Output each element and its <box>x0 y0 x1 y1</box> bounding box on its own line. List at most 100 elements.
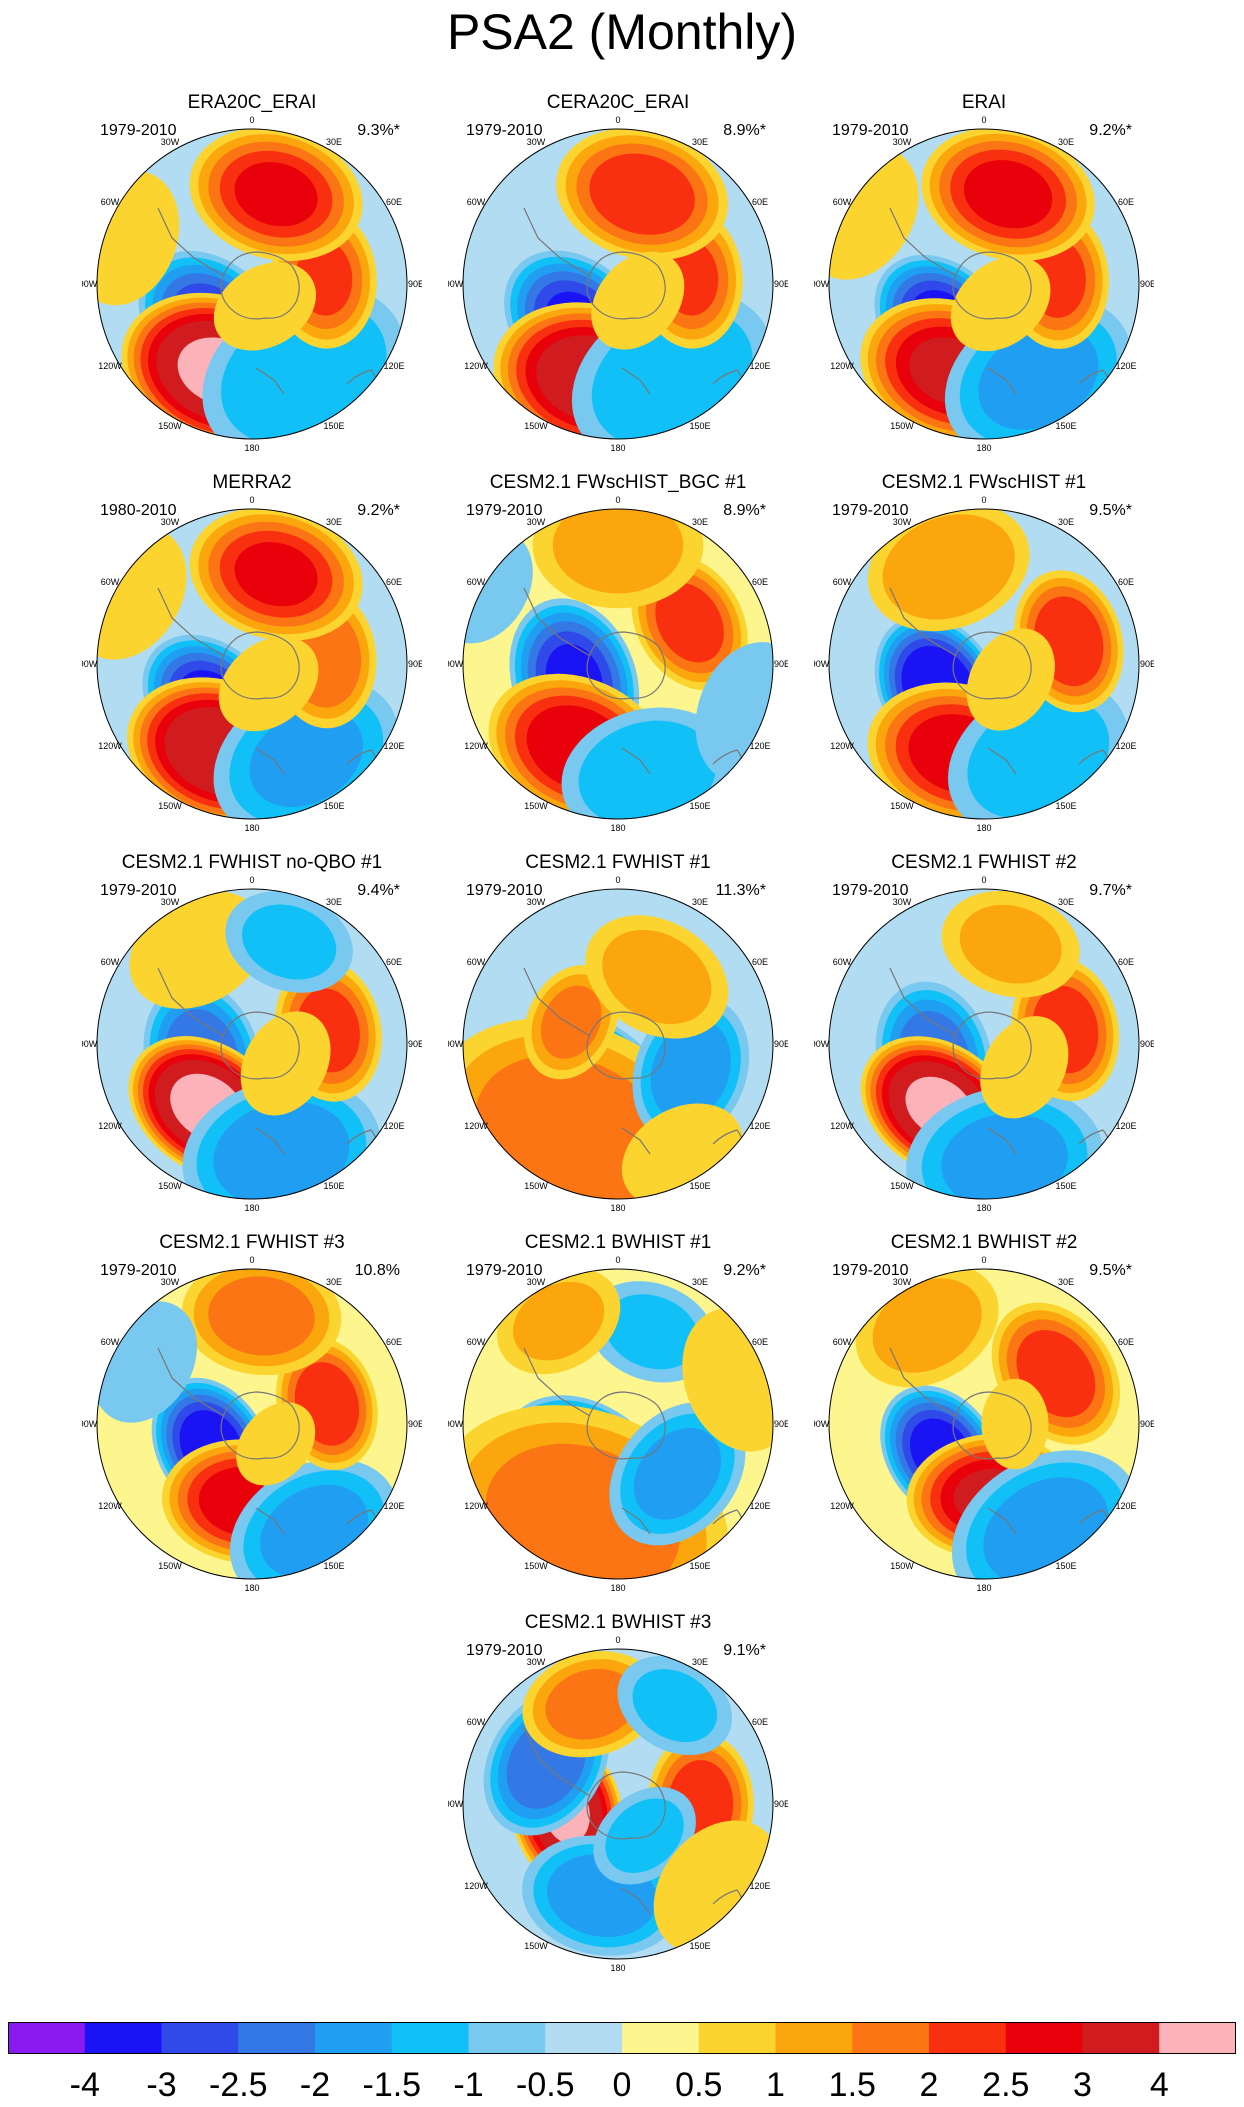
contour-fill <box>241 904 337 980</box>
longitude-label: 150W <box>158 1561 182 1571</box>
longitude-label: 120E <box>383 741 404 751</box>
anomaly-centre <box>189 509 363 641</box>
colorbar-tick-label: -4 <box>70 2066 100 2104</box>
longitude-label: 120E <box>749 361 770 371</box>
anomaly-centre <box>867 509 1030 632</box>
panel-variance: 9.1%* <box>723 1642 766 1659</box>
longitude-label: 0 <box>615 875 620 885</box>
longitude-label: 0 <box>615 1635 620 1645</box>
antarctica-coastline <box>586 1771 666 1840</box>
longitude-label: 60W <box>101 197 120 207</box>
longitude-label: 30W <box>161 897 180 907</box>
longitude-label: 120W <box>830 741 854 751</box>
longitude-label: 120W <box>830 1121 854 1131</box>
colorbar-tick-label: 2 <box>920 2066 939 2104</box>
contour-fill <box>236 1402 316 1486</box>
longitude-label: 30E <box>1058 517 1074 527</box>
longitude-label: 180 <box>976 1203 991 1212</box>
longitude-label: 0 <box>981 495 986 505</box>
panel-variance: 8.9%* <box>723 122 766 139</box>
longitude-label: 0 <box>249 495 254 505</box>
panel: ERA20C_ERAI 1979-2010 9.3%* 0 30E 60E 90E 120E 1… <box>82 92 422 452</box>
panel: MERRA2 1980-2010 9.2%* 0 30E 60E 90E 120E 150E 18… <box>82 472 422 832</box>
panel-variance: 8.9%* <box>723 502 766 519</box>
longitude-label: 30E <box>1058 897 1074 907</box>
longitude-label: 150E <box>323 421 344 431</box>
antarctica-coastline <box>586 251 666 320</box>
contour-fill <box>249 709 364 807</box>
longitude-label: 90E <box>408 279 422 289</box>
longitude-label: 60E <box>1118 957 1134 967</box>
longitude-label: 180 <box>244 1583 259 1592</box>
longitude-label: 30W <box>893 1277 912 1287</box>
colorbar-swatch <box>315 2022 393 2054</box>
colorbar-tick-label: 1 <box>766 2066 785 2104</box>
longitude-label: 30W <box>527 1657 546 1667</box>
anomaly-centre <box>617 1656 733 1756</box>
longitude-label: 30E <box>1058 137 1074 147</box>
anomaly-centre <box>181 1269 342 1376</box>
longitude-label: 90W <box>448 1039 464 1049</box>
longitude-label: 120E <box>383 1121 404 1131</box>
map-outline <box>96 888 408 1200</box>
new-zealand-coastline <box>621 1507 651 1535</box>
longitude-label: 180 <box>610 1203 625 1212</box>
contour-fill <box>655 582 724 663</box>
polar-map: 0 30E 60E 90E 120E 150E 180 150W 120W 90W 60W 30W <box>448 495 788 832</box>
longitude-label: 30W <box>893 517 912 527</box>
panel-variance: 9.7%* <box>1089 882 1132 899</box>
contour-fill <box>950 256 1051 352</box>
new-zealand-coastline <box>987 1127 1017 1155</box>
south-america-coastline <box>889 1347 957 1417</box>
panel-title: ERAI <box>961 92 1007 113</box>
contour-fill <box>213 1101 350 1199</box>
colorbar-swatch <box>1082 2022 1160 2054</box>
longitude-label: 150W <box>524 1561 548 1571</box>
colorbar-tick-label: 2.5 <box>982 2066 1029 2104</box>
panel-period: 1979-2010 <box>832 122 909 139</box>
colorbar-swatch <box>852 2022 930 2054</box>
longitude-label: 60W <box>467 957 486 967</box>
panel-title: CERA20C_ERAI <box>546 92 690 113</box>
south-america-coastline <box>523 967 591 1037</box>
anomaly-centre <box>556 129 729 261</box>
longitude-label: 90E <box>774 1039 788 1049</box>
longitude-label: 180 <box>976 443 991 452</box>
longitude-label: 30E <box>692 897 708 907</box>
panel: CESM2.1 FWHIST #2 1979-2010 9.7%* 0 30E 60E 90… <box>814 852 1154 1212</box>
chart-title: PSA2 (Monthly) <box>446 4 798 60</box>
longitude-label: 0 <box>981 1255 986 1265</box>
panel-period: 1979-2010 <box>466 1262 543 1279</box>
colorbar-swatch <box>775 2022 853 2054</box>
south-america-coastline <box>889 207 957 277</box>
longitude-label: 0 <box>249 1255 254 1265</box>
new-zealand-coastline <box>621 367 651 395</box>
contour-fill <box>240 1011 331 1116</box>
panel-variance: 9.2%* <box>1089 122 1132 139</box>
longitude-label: 150E <box>323 801 344 811</box>
map-outline <box>462 888 774 1200</box>
contour-fill <box>591 251 685 350</box>
colorbar-swatch <box>161 2022 239 2054</box>
panel-period: 1979-2010 <box>466 882 543 899</box>
anomaly-centre <box>524 965 619 1080</box>
polar-map: 0 30E 60E 90E 120E 150E 180 150W 120W 90W 60W 30W <box>814 495 1154 832</box>
contour-fill <box>981 1378 1049 1470</box>
new-zealand-coastline <box>255 1507 285 1535</box>
panel-period: 1979-2010 <box>466 122 543 139</box>
longitude-label: 30E <box>326 1277 342 1287</box>
longitude-label: 150E <box>689 801 710 811</box>
antarctica-coastline <box>952 631 1032 700</box>
longitude-label: 120W <box>98 1121 122 1131</box>
south-america-coastline <box>157 1347 225 1417</box>
map-outline <box>462 1648 774 1960</box>
longitude-label: 60E <box>752 197 768 207</box>
south-america-coastline <box>889 967 957 1037</box>
contour-fill <box>234 162 318 227</box>
panel-title: CESM2.1 FWHIST #2 <box>891 852 1077 873</box>
longitude-label: 60W <box>467 1717 486 1727</box>
longitude-label: 60E <box>386 197 402 207</box>
anomaly-centre <box>591 251 685 350</box>
longitude-label: 90E <box>408 659 422 669</box>
contour-fill <box>589 153 695 235</box>
